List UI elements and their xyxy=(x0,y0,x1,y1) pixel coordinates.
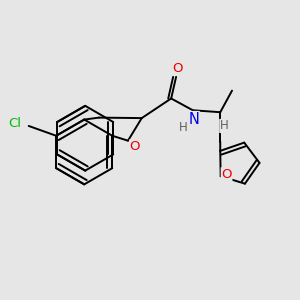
Text: O: O xyxy=(221,168,232,181)
Text: O: O xyxy=(130,140,140,153)
Text: H: H xyxy=(220,119,229,133)
Text: H: H xyxy=(178,122,187,134)
Text: O: O xyxy=(172,61,182,74)
Text: N: N xyxy=(188,112,199,127)
Text: Cl: Cl xyxy=(8,116,21,130)
